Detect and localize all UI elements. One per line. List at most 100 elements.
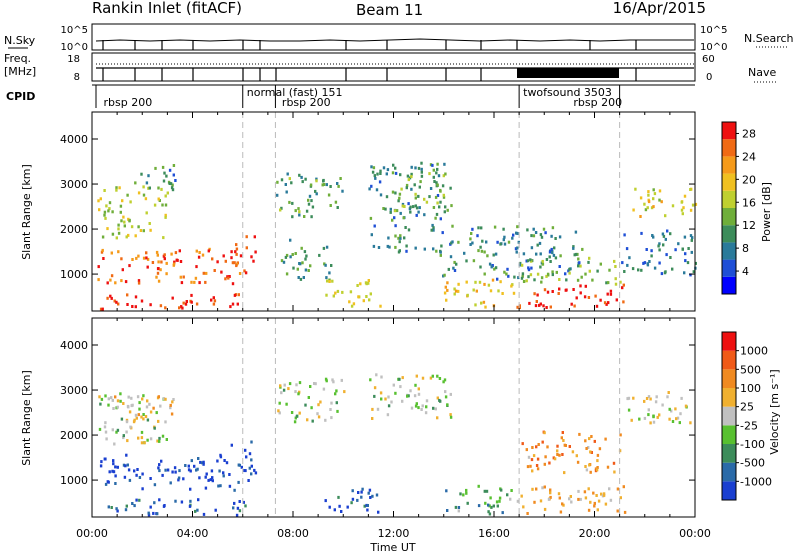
data-cell	[325, 379, 328, 383]
data-cell	[410, 172, 413, 176]
freq-panel-frame	[91, 52, 696, 82]
data-cell	[558, 453, 561, 457]
data-cell	[210, 469, 214, 473]
data-cell	[556, 449, 559, 453]
data-cell	[558, 496, 561, 500]
data-cell	[225, 461, 229, 465]
data-cell	[664, 237, 667, 241]
data-cell	[97, 265, 100, 269]
data-cell	[431, 374, 434, 378]
data-cell	[494, 252, 498, 256]
data-cell	[677, 242, 680, 246]
data-cell	[541, 259, 544, 263]
data-cell	[640, 268, 643, 272]
data-cell	[174, 499, 177, 503]
data-cell	[639, 215, 642, 218]
data-cell	[307, 269, 310, 272]
data-cell	[647, 395, 651, 399]
data-cell	[403, 205, 406, 208]
data-cell	[435, 212, 439, 216]
data-cell	[405, 186, 408, 190]
data-cell	[126, 404, 130, 408]
data-cell	[540, 276, 544, 280]
data-cell	[107, 209, 110, 213]
data-cell	[536, 457, 540, 461]
noise-right-tick-top: 10^5	[700, 25, 727, 36]
data-cell	[158, 463, 161, 467]
data-cell	[330, 401, 333, 405]
data-cell	[631, 267, 635, 271]
data-cell	[516, 499, 520, 503]
data-cell	[425, 200, 429, 204]
data-cell	[329, 408, 332, 411]
data-cell	[350, 304, 354, 308]
data-cell	[214, 508, 217, 512]
data-cell	[397, 250, 401, 254]
data-cell	[334, 291, 337, 295]
data-cell	[421, 404, 424, 408]
data-cell	[190, 300, 193, 304]
data-cell	[652, 420, 656, 424]
data-cell	[542, 227, 546, 231]
data-cell	[146, 265, 149, 269]
data-cell	[537, 443, 540, 446]
data-cell	[499, 280, 502, 284]
data-cell	[127, 233, 130, 237]
data-cell	[172, 164, 176, 167]
data-cell	[134, 305, 137, 309]
data-cell	[545, 306, 548, 309]
data-cell	[453, 287, 456, 291]
data-cell	[298, 381, 302, 385]
data-cell	[501, 511, 504, 515]
data-cell	[336, 206, 339, 209]
data-cell	[515, 231, 518, 235]
data-cell	[584, 439, 587, 443]
data-cell	[378, 180, 382, 184]
data-cell	[583, 295, 587, 299]
data-cell	[198, 281, 201, 285]
data-cell	[248, 452, 252, 456]
data-cell	[295, 383, 298, 387]
data-cell	[602, 493, 606, 497]
data-cell	[442, 193, 445, 197]
data-cell	[227, 276, 230, 280]
data-cell	[228, 275, 231, 278]
data-cell	[142, 193, 146, 197]
data-cell	[521, 272, 525, 276]
data-cell	[201, 253, 205, 257]
data-cell	[126, 293, 129, 297]
data-cell	[616, 509, 619, 513]
data-cell	[470, 232, 473, 235]
data-cell	[99, 402, 102, 406]
data-cell	[198, 476, 201, 480]
data-cell	[433, 180, 436, 183]
data-cell	[122, 434, 125, 438]
data-cell	[311, 205, 315, 209]
data-cell	[420, 408, 423, 411]
data-cell	[436, 167, 439, 171]
data-cell	[250, 464, 253, 468]
data-cell	[596, 269, 599, 273]
data-cell	[432, 226, 435, 230]
data-cell	[176, 258, 179, 262]
data-cell	[439, 250, 442, 254]
data-cell	[535, 300, 538, 303]
data-cell	[680, 200, 683, 204]
data-cell	[218, 469, 221, 473]
data-cell	[323, 262, 326, 266]
data-cell	[135, 498, 138, 502]
data-cell	[428, 172, 431, 176]
data-cell	[110, 251, 113, 255]
data-cell	[207, 249, 210, 253]
data-cell	[619, 433, 622, 437]
data-cell	[369, 378, 372, 382]
data-cell	[158, 498, 161, 502]
data-cell	[525, 259, 528, 263]
data-cell	[551, 270, 554, 274]
data-cell	[485, 240, 488, 244]
data-cell	[195, 302, 199, 306]
data-cell	[166, 468, 170, 472]
data-cell	[121, 268, 124, 272]
data-cell	[442, 174, 445, 178]
data-cell	[409, 205, 412, 209]
